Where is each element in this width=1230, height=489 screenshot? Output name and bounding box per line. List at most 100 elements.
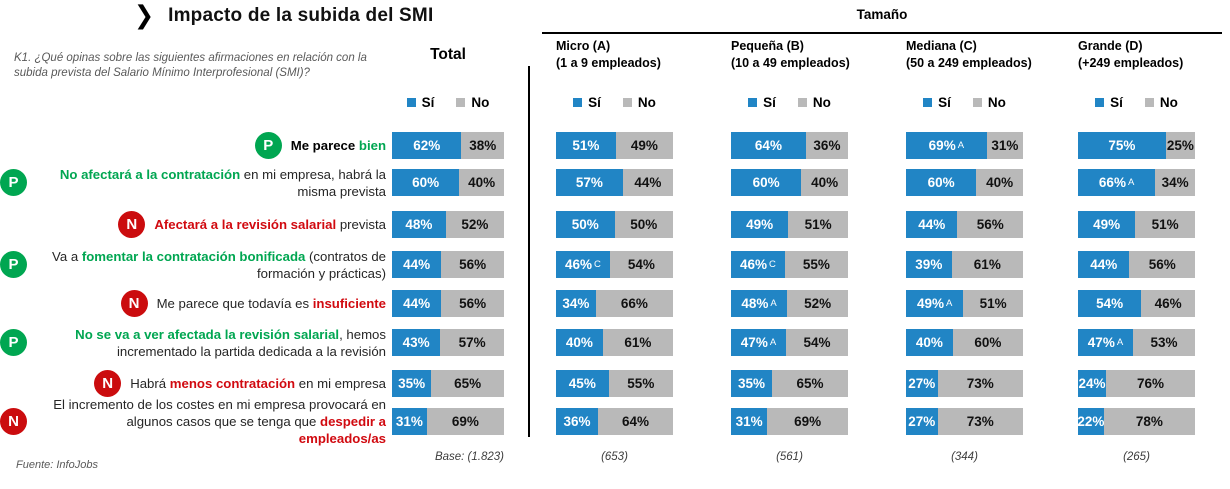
bar-no-segment: 51% [788,211,848,238]
legend-item-si: Sí [406,95,434,110]
legend-item-si: Sí [1095,95,1123,110]
bar-si-segment: 24% [1078,370,1107,397]
bar-no-segment: 73% [937,370,1023,397]
bar-si-value: 46% [739,257,767,272]
base-count: (265) [1123,451,1150,463]
statement-label: Va a fomentar la contratación bonificada… [36,248,386,282]
statement-segment: El incremento de los costes en mi empres… [53,397,386,429]
legend-label-si: Sí [588,94,601,110]
bar-no-value: 44% [634,175,662,190]
bar-si-segment: 44% [392,251,442,278]
bar-si-segment: 49% [1078,211,1136,238]
legend-label-no: No [471,94,490,110]
bar-si-value: 39% [915,257,943,272]
bar-no-segment: 69% [767,408,848,435]
stacked-bar: 36% 64% [556,408,673,435]
bar-no-segment: 34% [1155,169,1195,196]
bar-no-segment: 31% [986,132,1023,159]
bar-si-value: 43% [402,335,430,350]
column-header: Micro (A) (1 a 9 empleados) [556,38,661,72]
stacked-bar: 47% A 54% [731,329,848,356]
bar-no-value: 66% [620,296,648,311]
bar-si-value: 48% [741,296,769,311]
bar-no-value: 61% [624,335,652,350]
column-legend: Sí No [731,94,848,110]
bar-no-value: 51% [1151,217,1179,232]
significance-flag: A [770,298,777,309]
bar-no-value: 56% [459,257,487,272]
statement-segment: No afectará a la contratación [59,166,241,182]
stacked-bar: 54% 46% [1078,290,1195,317]
significance-flag: C [768,259,776,270]
bar-si-value: 31% [735,414,763,429]
bar-si-segment: 60% [731,169,802,196]
bar-si-value: 60% [752,175,780,190]
bar-no-segment: 78% [1103,408,1195,435]
stacked-bar: 48% 52% [392,211,504,238]
stacked-bar: 44% 56% [392,290,504,317]
statement-segment: (contratos de formación y prácticas) [257,248,386,281]
bar-si-segment: 48% [392,211,446,238]
bar-no-value: 52% [804,296,832,311]
stacked-bar: 35% 65% [392,370,504,397]
bar-no-segment: 54% [785,329,848,356]
column-header-label: Micro (A) [556,39,611,53]
bar-si-segment: 35% [392,370,432,397]
legend-item-no: No [1144,94,1178,110]
column-header: Pequeña (B) (10 a 49 empleados) [731,38,850,72]
bar-si-segment: 36% [556,408,599,435]
no-swatch-icon [972,97,982,107]
bar-si-segment: 27% [906,370,938,397]
bar-si-value: 35% [398,376,426,391]
bar-si-value: 44% [1090,257,1118,272]
bar-no-segment: 55% [608,370,673,397]
stacked-bar: 47% A 53% [1078,329,1195,356]
legend-item-si: Sí [748,95,776,110]
bar-no-value: 54% [803,335,831,350]
bar-si-segment: 46% C [556,251,610,278]
statement-label: El incremento de los costes en mi empres… [36,396,386,447]
bar-no-value: 38% [469,138,497,153]
bar-no-value: 65% [454,376,482,391]
column-header-label: Pequeña (B) [731,39,804,53]
legend-label-no: No [1159,94,1178,110]
negative-badge-icon: N [94,370,122,397]
bar-si-value: 69% [928,138,956,153]
bar-no-segment: 51% [963,290,1023,317]
negative-badge-icon: N [120,290,148,317]
bar-no-segment: 73% [937,408,1023,435]
base-count: Base: (1.823) [434,451,504,463]
bar-no-value: 40% [811,175,839,190]
bar-no-segment: 36% [805,132,848,159]
legend-label-no: No [812,94,831,110]
positive-badge-icon: P [0,251,27,278]
bar-si-value: 24% [1078,376,1106,391]
bar-no-value: 57% [458,335,486,350]
bar-no-segment: 57% [440,329,504,356]
significance-flag: A [957,140,965,151]
bar-no-segment: 52% [787,290,848,317]
statement-label: No afectará a la contratación en mi empr… [36,166,386,200]
bar-no-value: 55% [802,257,830,272]
statement-row-label: N Afectará a la revisión salarial previst… [0,204,386,245]
bar-si-segment: 62% [392,132,462,159]
bar-si-value: 66% [1098,175,1126,190]
column-header-sublabel: (50 a 249 empleados) [906,56,1032,70]
bar-no-value: 46% [1154,296,1182,311]
column-header-sublabel: (+249 empleados) [1078,56,1184,70]
bar-no-segment: 44% [622,169,673,196]
significance-flag: A [946,298,953,309]
bar-si-value: 35% [737,376,765,391]
stacked-bar: 31% 69% [392,408,504,435]
bar-no-value: 69% [794,414,822,429]
bar-no-value: 52% [461,217,489,232]
bar-no-value: 56% [1148,257,1176,272]
stacked-bar: 66% A 34% [1078,169,1195,196]
negative-badge-icon: N [118,211,146,238]
column-legend: Sí No [556,94,673,110]
bar-si-value: 22% [1077,414,1105,429]
bar-no-value: 78% [1135,414,1163,429]
stacked-bar: 51% 49% [556,132,673,159]
chevron-right-icon: ❯ [134,1,155,30]
statement-label: No se va a ver afectada la revisión sala… [36,326,386,360]
